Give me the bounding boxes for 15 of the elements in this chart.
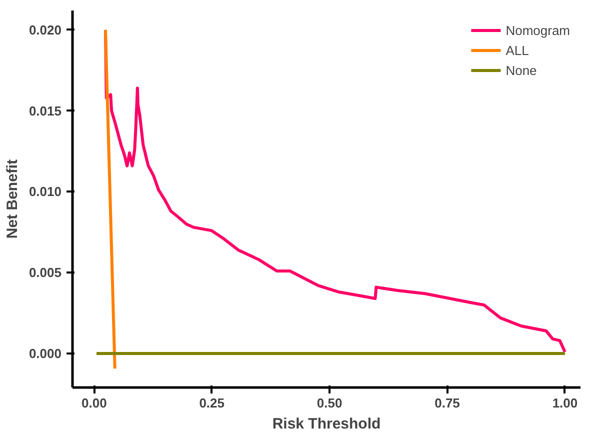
y-tick-label: 0.005 [28,265,62,280]
legend-label: Nomogram [506,22,570,38]
y-tick-label: 0.010 [28,184,62,200]
y-tick-label: 0.000 [28,346,62,362]
x-tick-label: 0.75 [434,396,460,410]
x-axis-title: Risk Threshold [272,416,381,432]
y-tick-label: 0.020 [28,22,62,38]
x-tick-label: 1.00 [552,396,578,410]
x-tick-label: 0.25 [199,396,225,410]
legend-label: None [506,62,537,78]
y-axis-title: Net Benefit [4,159,21,239]
y-tick-label: 0.015 [28,103,62,118]
x-tick-label: 0.50 [316,396,342,410]
legend-label: ALL [506,42,529,58]
x-tick-label: 0.00 [82,396,107,410]
